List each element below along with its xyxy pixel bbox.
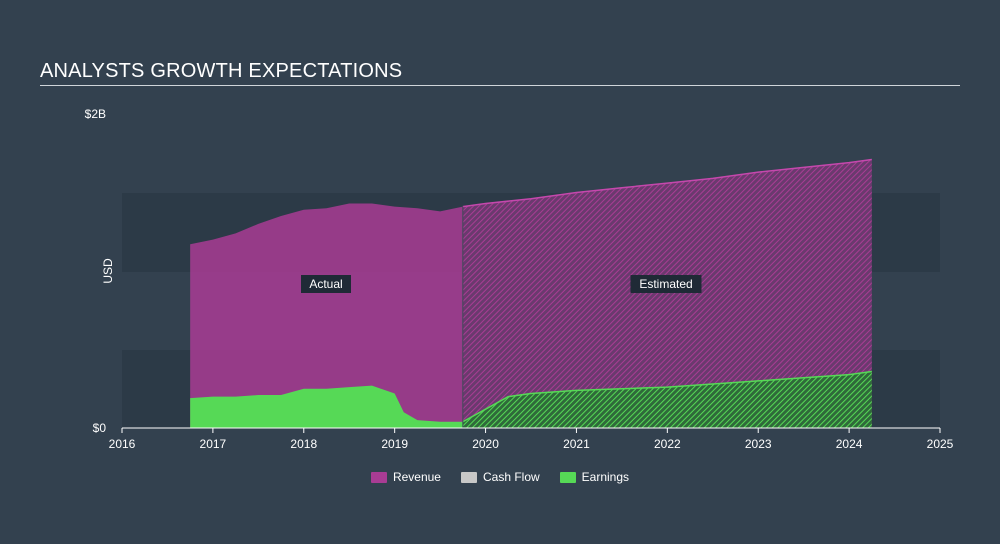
y-axis-label: USD [101, 258, 115, 284]
x-tick-label-2021: 2021 [563, 437, 590, 451]
x-tick-label-2017: 2017 [200, 437, 227, 451]
series-areas [190, 158, 872, 428]
region-label-actual-text: Actual [309, 277, 342, 291]
earnings-line-estimated [462, 370, 872, 423]
legend-label-earnings: Earnings [581, 470, 630, 484]
region-label-estimated-text: Estimated [639, 277, 692, 291]
x-tick-label-2024: 2024 [836, 437, 863, 451]
region-label-actual-bg [301, 275, 351, 293]
region-label-estimated: Estimated [630, 275, 702, 293]
legend-swatch-revenue [370, 471, 387, 483]
x-tick-label-2016: 2016 [109, 437, 136, 451]
y-tick-label-top: $2B [85, 107, 106, 121]
legend-item-revenue[interactable]: Revenue [370, 470, 441, 484]
title-divider [40, 85, 960, 86]
x-tick-label-2025: 2025 [927, 437, 954, 451]
earnings-area-actual [190, 385, 463, 428]
x-tick-label-2018: 2018 [290, 437, 317, 451]
y-tick-label-0: $0 [93, 421, 107, 435]
legend-item-earnings[interactable]: Earnings [559, 470, 630, 484]
legend-label-cash-flow: Cash Flow [482, 470, 540, 484]
x-tick-label-2020: 2020 [472, 437, 499, 451]
legend-label-revenue: Revenue [392, 470, 441, 484]
region-label-estimated-bg [630, 275, 702, 293]
chart-title: ANALYSTS GROWTH EXPECTATIONS [40, 60, 403, 82]
chart-labels: $0 $2B USD Actual Estimated [85, 107, 702, 435]
x-tick-label-2022: 2022 [654, 437, 681, 451]
legend-swatch-cash-flow [460, 471, 477, 483]
legend-item-cash-flow[interactable]: Cash Flow [460, 470, 540, 484]
revenue-area-estimated [462, 159, 872, 428]
x-tick-label-2019: 2019 [381, 437, 408, 451]
earnings-area-estimated [462, 371, 872, 428]
revenue-line-estimated [462, 158, 872, 208]
x-tick-label-2023: 2023 [745, 437, 772, 451]
axes: 2016 2017 2018 2019 2020 2021 2022 2023 2024 2025 [109, 427, 954, 451]
revenue-area-actual [190, 203, 463, 428]
region-label-actual: Actual [301, 275, 351, 293]
legend-swatch-earnings [559, 471, 576, 483]
legend: Revenue Cash Flow Earnings [0, 470, 1000, 484]
